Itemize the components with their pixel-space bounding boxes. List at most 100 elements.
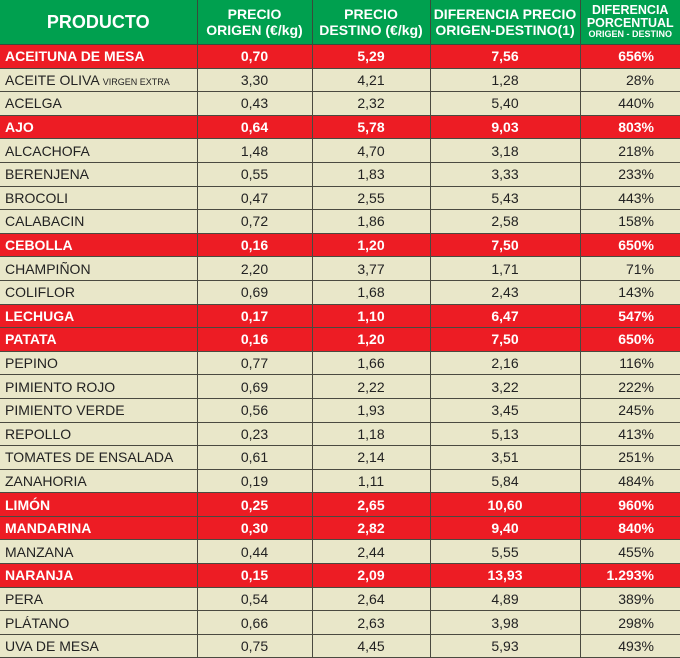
table-row: ACEITUNA DE MESA 0,70 5,29 7,56 656% [0,44,680,69]
cell-producto: AJO [0,114,198,140]
cell-precio-destino: 2,09 [311,563,431,588]
cell-producto: BERENJENA [0,161,198,187]
cell-diferencia-porcentual: 222% [579,374,680,399]
cell-precio-origen: 0,66 [196,610,313,635]
cell-producto: BROCOLI [0,185,198,211]
cell-precio-origen: 0,30 [196,515,313,541]
cell-producto: CEBOLLA [0,232,198,258]
cell-precio-destino: 4,21 [311,67,431,93]
cell-producto: PERA [0,586,198,612]
cell-diferencia-porcentual: 158% [579,209,680,234]
cell-precio-destino: 2,55 [311,185,431,211]
cell-producto: CHAMPIÑON [0,256,198,281]
cell-producto: ACELGA [0,91,198,116]
header-precio-destino: PRECIO DESTINO (€/kg) [311,0,431,45]
cell-diferencia-precio: 5,43 [429,185,581,211]
cell-precio-origen: 0,64 [196,114,313,140]
table-row: CEBOLLA 0,16 1,20 7,50 650% [0,232,680,258]
cell-producto: UVA DE MESA [0,633,198,658]
cell-precio-destino: 1,93 [311,397,431,423]
table-row: LECHUGA 0,17 1,10 6,47 547% [0,303,680,329]
cell-diferencia-precio: 13,93 [429,563,581,588]
cell-diferencia-precio: 2,43 [429,279,581,305]
cell-precio-destino: 2,22 [311,374,431,399]
cell-precio-origen: 0,47 [196,185,313,211]
table-row: MANZANA 0,44 2,44 5,55 455% [0,539,680,565]
cell-diferencia-precio: 3,51 [429,445,581,470]
table-row: PIMIENTO VERDE 0,56 1,93 3,45 245% [0,397,680,423]
cell-precio-origen: 0,70 [196,44,313,69]
cell-producto: LECHUGA [0,303,198,329]
cell-precio-origen: 0,17 [196,303,313,329]
cell-precio-destino: 1,86 [311,209,431,234]
cell-precio-origen: 0,69 [196,374,313,399]
cell-precio-origen: 0,16 [196,232,313,258]
cell-precio-destino: 5,29 [311,44,431,69]
cell-diferencia-precio: 3,45 [429,397,581,423]
table-row: BROCOLI 0,47 2,55 5,43 443% [0,185,680,211]
cell-diferencia-porcentual: 116% [579,350,680,376]
cell-diferencia-porcentual: 218% [579,138,680,163]
cell-diferencia-porcentual: 493% [579,633,680,658]
cell-diferencia-porcentual: 650% [579,232,680,258]
cell-precio-destino: 2,14 [311,445,431,470]
cell-precio-origen: 0,56 [196,397,313,423]
table-row: PATATA 0,16 1,20 7,50 650% [0,327,680,352]
cell-diferencia-precio: 5,55 [429,539,581,565]
cell-precio-destino: 1,66 [311,350,431,376]
cell-diferencia-precio: 7,56 [429,44,581,69]
table-row: CALABACIN 0,72 1,86 2,58 158% [0,209,680,234]
header-row: PRODUCTO PRECIO ORIGEN (€/kg) PRECIO DESTI… [0,0,680,45]
cell-producto: ACEITE OLIVA VIRGEN EXTRA [0,67,198,93]
cell-precio-destino: 3,77 [311,256,431,281]
cell-diferencia-porcentual: 28% [579,67,680,93]
cell-diferencia-precio: 5,93 [429,633,581,658]
cell-precio-destino: 2,65 [311,492,431,517]
cell-producto: ACEITUNA DE MESA [0,44,198,69]
cell-producto: PATATA [0,327,198,352]
cell-precio-origen: 0,23 [196,421,313,447]
cell-diferencia-precio: 3,18 [429,138,581,163]
cell-precio-destino: 1,20 [311,327,431,352]
cell-diferencia-precio: 7,50 [429,232,581,258]
table-row: LIMÓN 0,25 2,65 10,60 960% [0,492,680,517]
cell-precio-origen: 0,69 [196,279,313,305]
cell-diferencia-precio: 3,98 [429,610,581,635]
cell-diferencia-porcentual: 251% [579,445,680,470]
cell-precio-origen: 0,44 [196,539,313,565]
cell-precio-destino: 4,45 [311,633,431,658]
table-row: BERENJENA 0,55 1,83 3,33 233% [0,161,680,187]
cell-precio-origen: 0,75 [196,633,313,658]
cell-precio-origen: 0,25 [196,492,313,517]
header-precio-origen: PRECIO ORIGEN (€/kg) [196,0,313,45]
cell-precio-origen: 0,55 [196,161,313,187]
table-row: COLIFLOR 0,69 1,68 2,43 143% [0,279,680,305]
table-row: ACELGA 0,43 2,32 5,40 440% [0,91,680,116]
cell-precio-origen: 0,54 [196,586,313,612]
cell-precio-origen: 2,20 [196,256,313,281]
cell-precio-origen: 0,19 [196,468,313,494]
cell-diferencia-porcentual: 413% [579,421,680,447]
cell-diferencia-precio: 7,50 [429,327,581,352]
cell-diferencia-porcentual: 440% [579,91,680,116]
cell-precio-destino: 2,44 [311,539,431,565]
cell-producto: ALCACHOFA [0,138,198,163]
cell-diferencia-precio: 2,16 [429,350,581,376]
cell-diferencia-precio: 3,22 [429,374,581,399]
cell-diferencia-porcentual: 455% [579,539,680,565]
cell-diferencia-porcentual: 650% [579,327,680,352]
cell-precio-destino: 1,83 [311,161,431,187]
table-row: ALCACHOFA 1,48 4,70 3,18 218% [0,138,680,163]
cell-diferencia-porcentual: 547% [579,303,680,329]
header-diferencia-precio: DIFERENCIA PRECIO ORIGEN-DESTINO(1) [429,0,581,45]
cell-diferencia-porcentual: 840% [579,515,680,541]
cell-precio-destino: 1,20 [311,232,431,258]
table-row: MANDARINA 0,30 2,82 9,40 840% [0,515,680,541]
cell-diferencia-precio: 5,40 [429,91,581,116]
cell-producto: MANDARINA [0,515,198,541]
table-row: PERA 0,54 2,64 4,89 389% [0,586,680,612]
cell-diferencia-porcentual: 298% [579,610,680,635]
cell-precio-origen: 0,43 [196,91,313,116]
cell-diferencia-porcentual: 443% [579,185,680,211]
table-row: PIMIENTO ROJO 0,69 2,22 3,22 222% [0,374,680,399]
